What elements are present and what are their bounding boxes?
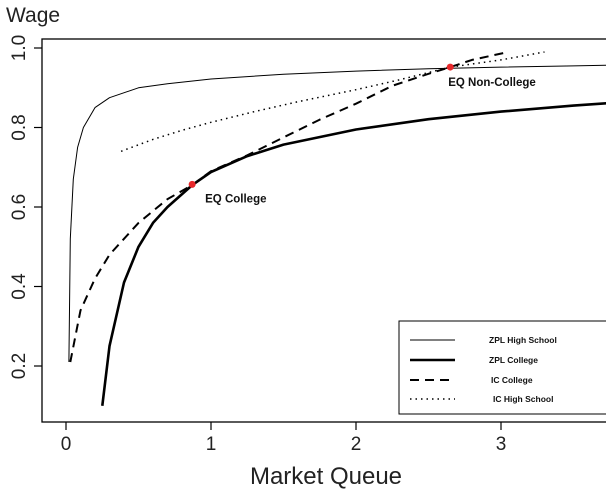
y-tick-label: 0.4 bbox=[9, 273, 30, 300]
points-layer: EQ College EQ Non-College bbox=[188, 63, 536, 205]
x-tick-label: 3 bbox=[496, 434, 507, 455]
series-line-ic-high-school bbox=[120, 51, 545, 153]
point-eq-college bbox=[188, 180, 196, 188]
y-tick-label: 1.0 bbox=[9, 35, 30, 61]
y-axis: 0.2 0.4 0.6 0.8 1.0 bbox=[9, 35, 42, 379]
x-tick-label: 1 bbox=[206, 434, 217, 455]
y-tick-label: 0.2 bbox=[9, 353, 30, 379]
y-tick-label: 0.6 bbox=[9, 194, 30, 220]
point-label-eq-non-college: EQ Non-College bbox=[448, 77, 536, 89]
series-line-ic-college bbox=[69, 51, 509, 363]
legend-label-ic-college: IC College bbox=[491, 375, 533, 385]
x-tick-label: 0 bbox=[61, 434, 72, 455]
series-layer bbox=[68, 51, 606, 406]
x-axis-title: Market Queue bbox=[250, 463, 402, 490]
x-tick-label: 2 bbox=[351, 434, 362, 455]
legend-label-zpl-high-school: ZPL High School bbox=[489, 335, 557, 345]
legend-label-ic-high-school: IC High School bbox=[493, 394, 553, 404]
series-line-zpl-high-school bbox=[68, 64, 606, 363]
legend-label-zpl-college: ZPL College bbox=[489, 355, 538, 365]
point-label-eq-college: EQ College bbox=[205, 193, 266, 205]
x-axis: 0 1 2 3 bbox=[61, 422, 507, 455]
legend: ZPL High School ZPL College IC College I… bbox=[398, 320, 606, 415]
plot-frame bbox=[41, 38, 606, 423]
y-axis-title: Wage bbox=[6, 4, 60, 27]
point-eq-non-college bbox=[446, 63, 454, 71]
y-tick-label: 0.8 bbox=[9, 114, 30, 140]
